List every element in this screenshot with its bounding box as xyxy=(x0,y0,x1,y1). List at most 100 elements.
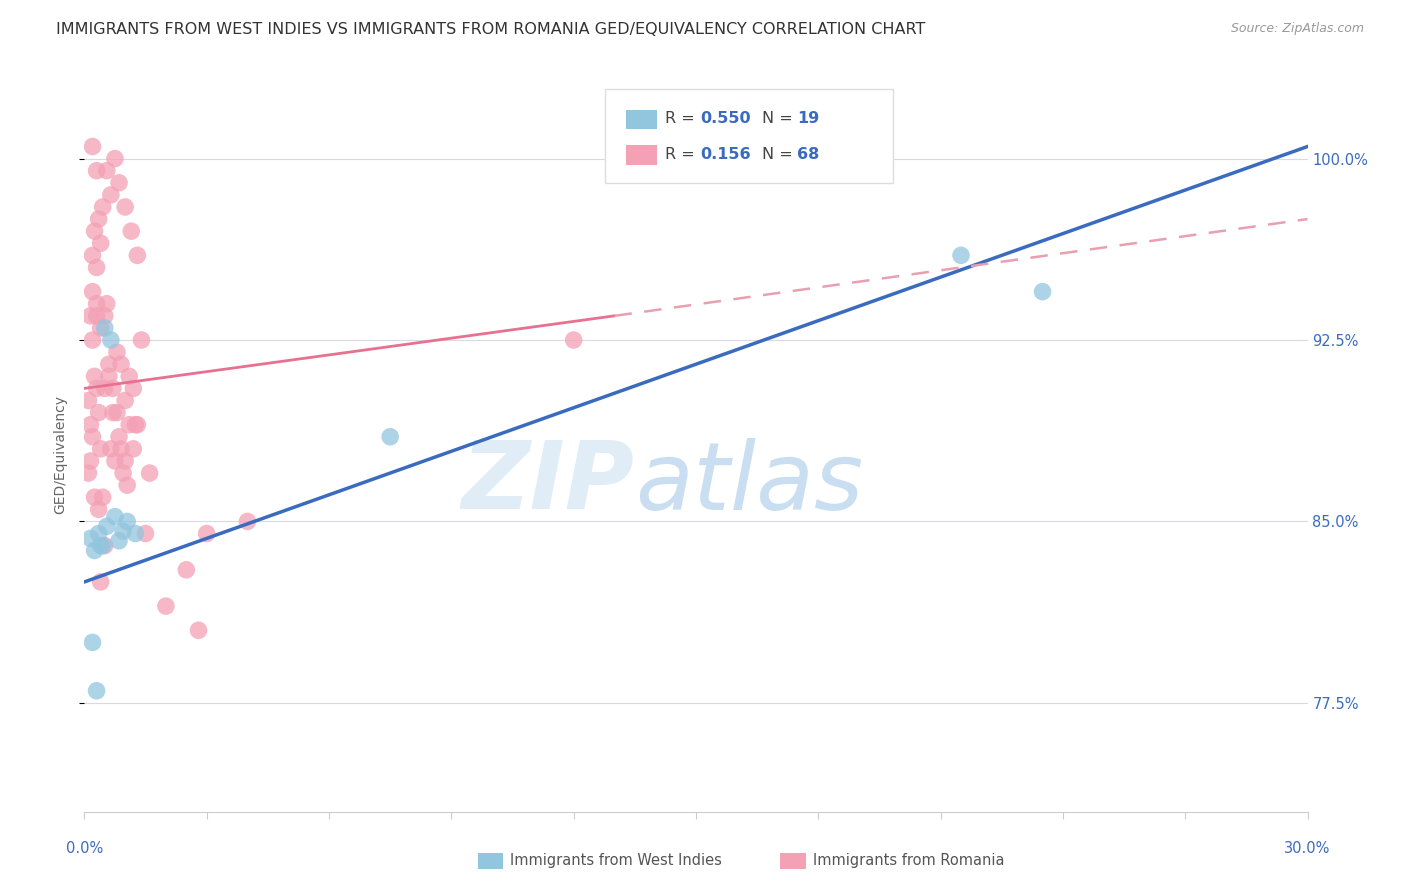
Point xyxy=(82,139,104,153)
Point xyxy=(104,509,127,524)
Point xyxy=(118,417,141,432)
Point xyxy=(120,224,142,238)
Point xyxy=(195,526,218,541)
Text: Source: ZipAtlas.com: Source: ZipAtlas.com xyxy=(1230,22,1364,36)
Point xyxy=(101,406,124,420)
Point xyxy=(114,454,136,468)
Point xyxy=(97,357,120,371)
Point xyxy=(115,478,138,492)
Point xyxy=(82,430,104,444)
Point xyxy=(83,224,105,238)
Point xyxy=(100,442,122,456)
Point xyxy=(104,454,127,468)
Point xyxy=(115,515,138,529)
Text: N =: N = xyxy=(762,112,799,126)
Point xyxy=(86,381,108,395)
Point xyxy=(90,539,112,553)
Point xyxy=(93,309,117,323)
Point xyxy=(86,163,108,178)
Text: 0.0%: 0.0% xyxy=(66,841,103,855)
Text: 0.550: 0.550 xyxy=(700,112,751,126)
Point xyxy=(97,369,120,384)
Point xyxy=(187,624,209,638)
Point xyxy=(101,381,124,395)
Point xyxy=(82,248,104,262)
Point xyxy=(104,152,127,166)
Point xyxy=(950,248,973,262)
Point xyxy=(124,417,146,432)
Point xyxy=(82,635,104,649)
Point xyxy=(122,442,145,456)
Point xyxy=(114,393,136,408)
Point xyxy=(112,466,135,480)
Point xyxy=(90,236,112,251)
Point xyxy=(105,406,128,420)
Point xyxy=(93,321,117,335)
Point xyxy=(82,285,104,299)
Point xyxy=(110,442,132,456)
Point xyxy=(108,176,131,190)
Point xyxy=(91,539,114,553)
Point xyxy=(236,515,259,529)
Point xyxy=(100,187,122,202)
Point xyxy=(79,309,101,323)
Point xyxy=(87,212,110,227)
Text: 0.156: 0.156 xyxy=(700,147,751,161)
Point xyxy=(87,406,110,420)
Point xyxy=(110,357,132,371)
Text: atlas: atlas xyxy=(636,438,863,529)
Point xyxy=(127,248,149,262)
Point xyxy=(79,532,101,546)
Point xyxy=(135,526,157,541)
Point xyxy=(108,533,131,548)
Point xyxy=(1032,285,1054,299)
Point xyxy=(90,321,112,335)
Point xyxy=(86,683,108,698)
Point xyxy=(124,526,146,541)
Point xyxy=(155,599,177,613)
Text: R =: R = xyxy=(665,147,700,161)
Point xyxy=(93,381,117,395)
Text: IMMIGRANTS FROM WEST INDIES VS IMMIGRANTS FROM ROMANIA GED/EQUIVALENCY CORRELATI: IMMIGRANTS FROM WEST INDIES VS IMMIGRANT… xyxy=(56,22,925,37)
Point xyxy=(83,490,105,504)
Point xyxy=(112,524,135,538)
Text: Immigrants from West Indies: Immigrants from West Indies xyxy=(510,854,723,868)
Text: 68: 68 xyxy=(797,147,820,161)
Text: 30.0%: 30.0% xyxy=(1285,841,1330,855)
Point xyxy=(79,417,101,432)
Point xyxy=(86,260,108,275)
Point xyxy=(114,200,136,214)
Point xyxy=(90,574,112,589)
Point xyxy=(82,333,104,347)
Point xyxy=(86,309,108,323)
Point xyxy=(96,297,118,311)
Point xyxy=(131,333,153,347)
Point xyxy=(77,393,100,408)
Point xyxy=(96,519,118,533)
Point xyxy=(90,442,112,456)
Point xyxy=(380,430,402,444)
Point xyxy=(91,200,114,214)
Point xyxy=(108,430,131,444)
Point xyxy=(100,333,122,347)
Text: 19: 19 xyxy=(797,112,820,126)
Point xyxy=(77,466,100,480)
Text: ZIP: ZIP xyxy=(463,437,636,530)
Point xyxy=(93,539,117,553)
Point xyxy=(87,502,110,516)
Point xyxy=(86,297,108,311)
Point xyxy=(96,163,118,178)
Point xyxy=(127,417,149,432)
Point xyxy=(83,369,105,384)
Y-axis label: GED/Equivalency: GED/Equivalency xyxy=(53,395,67,515)
Point xyxy=(79,454,101,468)
Point xyxy=(118,369,141,384)
Point xyxy=(105,345,128,359)
Point xyxy=(138,466,160,480)
Text: R =: R = xyxy=(665,112,700,126)
Point xyxy=(91,490,114,504)
Point xyxy=(83,543,105,558)
Text: N =: N = xyxy=(762,147,799,161)
Point xyxy=(562,333,585,347)
Point xyxy=(174,563,197,577)
